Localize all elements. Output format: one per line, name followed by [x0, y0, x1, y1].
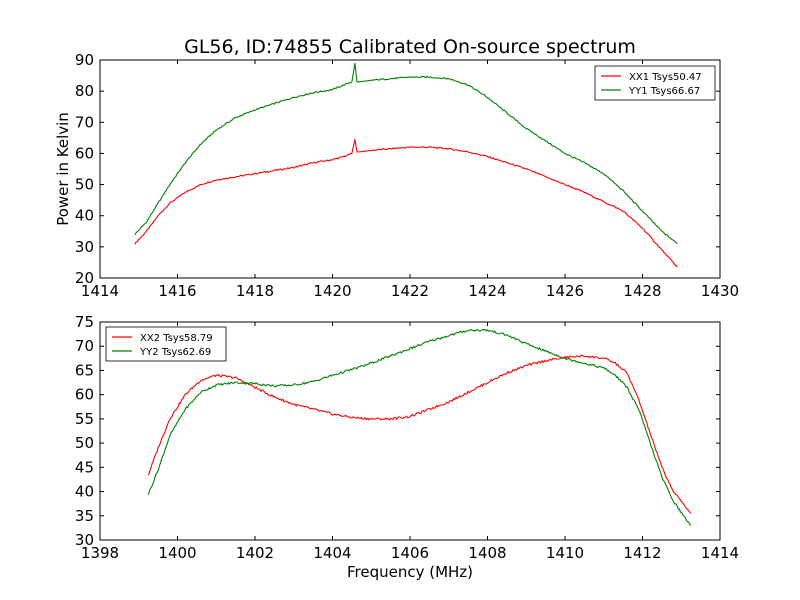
y-tick-label: 40 — [75, 483, 94, 501]
y-axis-label: Power in Kelvin — [54, 112, 72, 226]
series-line-1-1 — [134, 139, 678, 268]
y-tick-label: 55 — [75, 410, 94, 428]
y-tick-label: 50 — [75, 434, 94, 452]
legend-label: YY1 Tsys66.67 — [628, 86, 700, 97]
legend-box — [105, 326, 227, 362]
legend-label: YY2 Tsys62.69 — [139, 347, 211, 358]
legend-label: XX2 Tsys58.79 — [140, 333, 213, 344]
y-tick-label: 30 — [75, 238, 94, 256]
x-tick-label: 1404 — [313, 544, 351, 562]
y-tick-label: 45 — [75, 458, 94, 476]
x-tick-label: 1428 — [623, 282, 661, 300]
y-tick-label: 20 — [75, 269, 94, 287]
y-tick-label: 70 — [75, 113, 94, 131]
y-tick-label: 40 — [75, 207, 94, 225]
x-tick-label: 1406 — [391, 544, 429, 562]
series-line-2-2 — [147, 328, 692, 526]
x-tick-label: 1416 — [158, 282, 196, 300]
top-subplot: 1414 1416 1418 1420 1422 1424 1426 1428 1430 20 30… — [75, 51, 739, 300]
legend-label: XX1 Tsys50.47 — [629, 72, 702, 83]
y-tick-label: 70 — [75, 337, 94, 355]
y-tick-label: 35 — [75, 507, 94, 525]
chart-title: GL56, ID:74855 Calibrated On-source spec… — [184, 36, 636, 58]
x-tick-label: 1400 — [158, 544, 196, 562]
y-tick-label: 65 — [75, 361, 94, 379]
y-tick-label: 30 — [75, 531, 94, 549]
y-tick-label: 90 — [75, 51, 94, 69]
x-tick-label: 1422 — [391, 282, 429, 300]
x-axis-label: Frequency (MHz) — [347, 563, 473, 581]
x-tick-label: 1424 — [468, 282, 506, 300]
y-tick-label: 75 — [75, 313, 94, 331]
x-tick-label: 1410 — [546, 544, 584, 562]
x-tick-label: 1430 — [701, 282, 739, 300]
series-line-2-1 — [147, 354, 692, 514]
x-tick-label: 1414 — [701, 544, 739, 562]
legend-box — [594, 65, 716, 101]
y-tick-label: 60 — [75, 386, 94, 404]
series-line-1-2 — [134, 63, 678, 245]
legend: XX1 Tsys50.47 YY1 Tsys66.67 — [594, 65, 716, 101]
x-tick-label: 1418 — [236, 282, 274, 300]
x-tick-label: 1426 — [546, 282, 584, 300]
legend: XX2 Tsys58.79 YY2 Tsys62.69 — [105, 326, 227, 362]
x-tick-label: 1412 — [623, 544, 661, 562]
x-tick-label: 1398 — [81, 544, 119, 562]
y-tick-label: 60 — [75, 144, 94, 162]
x-tick-label: 1408 — [468, 544, 506, 562]
y-tick-label: 50 — [75, 176, 94, 194]
y-tick-label: 80 — [75, 82, 94, 100]
x-tick-label: 1420 — [313, 282, 351, 300]
x-tick-label: 1414 — [81, 282, 119, 300]
bottom-subplot: 1398 1400 1402 1404 1406 1408 1410 1412 1414 30 35… — [75, 313, 739, 562]
x-tick-label: 1402 — [236, 544, 274, 562]
